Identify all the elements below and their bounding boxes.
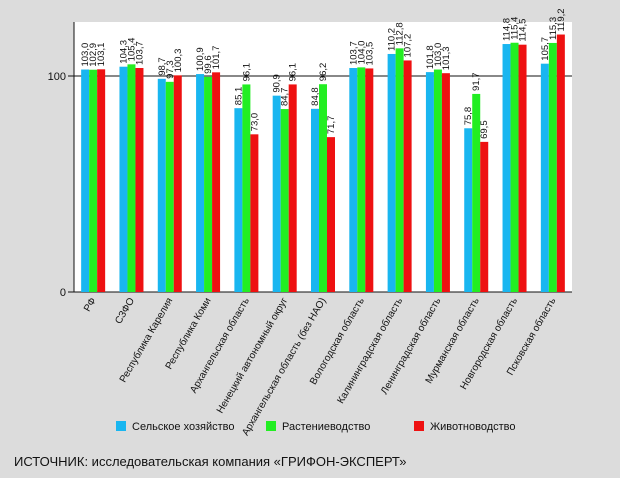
x-category-label: РФ [82, 296, 99, 314]
bar-value-label: 73,0 [249, 113, 260, 132]
bar [464, 128, 473, 292]
source-caption: ИСТОЧНИК: исследовательская компания «ГР… [14, 454, 407, 469]
bar-value-label: 110,2 [387, 28, 398, 51]
bar [472, 93, 481, 292]
bar [349, 68, 358, 293]
bar-value-label: 96,2 [318, 63, 329, 82]
bar-value-label: 105,4 [126, 38, 137, 62]
bar [89, 69, 98, 293]
bar [357, 67, 366, 292]
x-category-label: Архангельская область (без НАО) [240, 296, 329, 438]
bar [433, 69, 442, 293]
bar-value-label: 75,8 [463, 107, 474, 126]
bar-value-label: 100,9 [195, 47, 206, 71]
bar-value-label: 101,3 [441, 46, 452, 70]
bar-value-label: 100,3 [173, 49, 184, 73]
bar [425, 72, 434, 292]
bar-value-label: 71,7 [326, 116, 337, 135]
bar-value-label: 103,7 [134, 41, 145, 65]
bar-value-label: 98,7 [157, 57, 168, 76]
bar [280, 109, 289, 292]
bar [196, 74, 205, 292]
bar-value-label: 101,8 [425, 45, 436, 69]
bar-value-label: 84,8 [310, 87, 321, 106]
bar [157, 78, 166, 292]
bar [212, 72, 221, 292]
bar [173, 75, 182, 293]
bar [288, 84, 297, 292]
bar-value-label: 84,7 [280, 88, 291, 107]
legend-swatch [414, 421, 424, 431]
bar [204, 76, 213, 292]
legend-swatch [266, 421, 276, 431]
bar-value-label: 91,7 [471, 72, 482, 91]
bar [327, 137, 335, 292]
bar-value-label: 103,0 [80, 43, 91, 67]
bar-value-label: 103,5 [364, 42, 375, 66]
bar [165, 81, 174, 292]
bar-value-label: 107,2 [403, 34, 414, 58]
bar-value-label: 103,7 [348, 41, 359, 65]
bar [518, 44, 527, 293]
bar [441, 73, 450, 292]
bar [387, 53, 396, 292]
bar [135, 68, 144, 293]
legend-label: Животноводство [430, 421, 516, 433]
bar [548, 42, 557, 293]
x-category-label: Калининградская область [335, 295, 406, 405]
bar [81, 69, 90, 293]
bar [272, 95, 281, 292]
bar-value-label: 96,1 [241, 63, 252, 82]
bar-value-label: 104,0 [356, 41, 367, 65]
bar [319, 84, 327, 292]
bar-value-label: 114,8 [502, 18, 513, 41]
x-category-label: Ненецкий автономный округ [215, 296, 291, 416]
bar-value-label: 115,3 [548, 17, 559, 40]
bar-value-label: 85,1 [233, 87, 244, 106]
bar [403, 60, 412, 292]
bar-value-label: 102,9 [88, 43, 99, 67]
x-category-label: СЗФО [113, 296, 137, 326]
bar-value-label: 103,0 [433, 43, 444, 67]
bar [502, 44, 511, 293]
bar-value-label: 90,9 [272, 74, 283, 93]
bar-value-label: 104,3 [118, 40, 129, 64]
bar [234, 108, 243, 293]
bar [510, 42, 519, 293]
bar [250, 134, 259, 292]
legend-swatch [116, 421, 126, 431]
y-tick-label: 100 [48, 71, 66, 83]
legend-label: Растениеводство [282, 421, 370, 433]
bar [540, 63, 549, 292]
bar [311, 108, 319, 292]
bar-value-label: 96,1 [288, 63, 299, 82]
bar-value-label: 115,4 [510, 17, 521, 40]
bar-value-label: 69,5 [479, 120, 490, 139]
bar-value-label: 112,8 [395, 22, 406, 45]
bar [127, 64, 136, 292]
bar [480, 141, 489, 292]
bar-value-label: 119,2 [556, 8, 567, 31]
bar [556, 34, 565, 292]
bar [242, 84, 251, 292]
bar [119, 66, 128, 292]
bar [365, 68, 374, 292]
bar-value-label: 101,7 [211, 46, 222, 70]
legend-label: Сельское хозяйство [132, 421, 234, 433]
bar-value-label: 114,5 [518, 19, 529, 42]
bar [97, 69, 106, 292]
bar-value-label: 99,6 [203, 55, 214, 74]
bar-value-label: 105,7 [540, 37, 551, 61]
bar-value-label: 97,3 [165, 60, 176, 79]
bar [395, 48, 404, 292]
y-tick-label: 0 [60, 287, 66, 299]
bar-value-label: 103,1 [96, 43, 107, 67]
